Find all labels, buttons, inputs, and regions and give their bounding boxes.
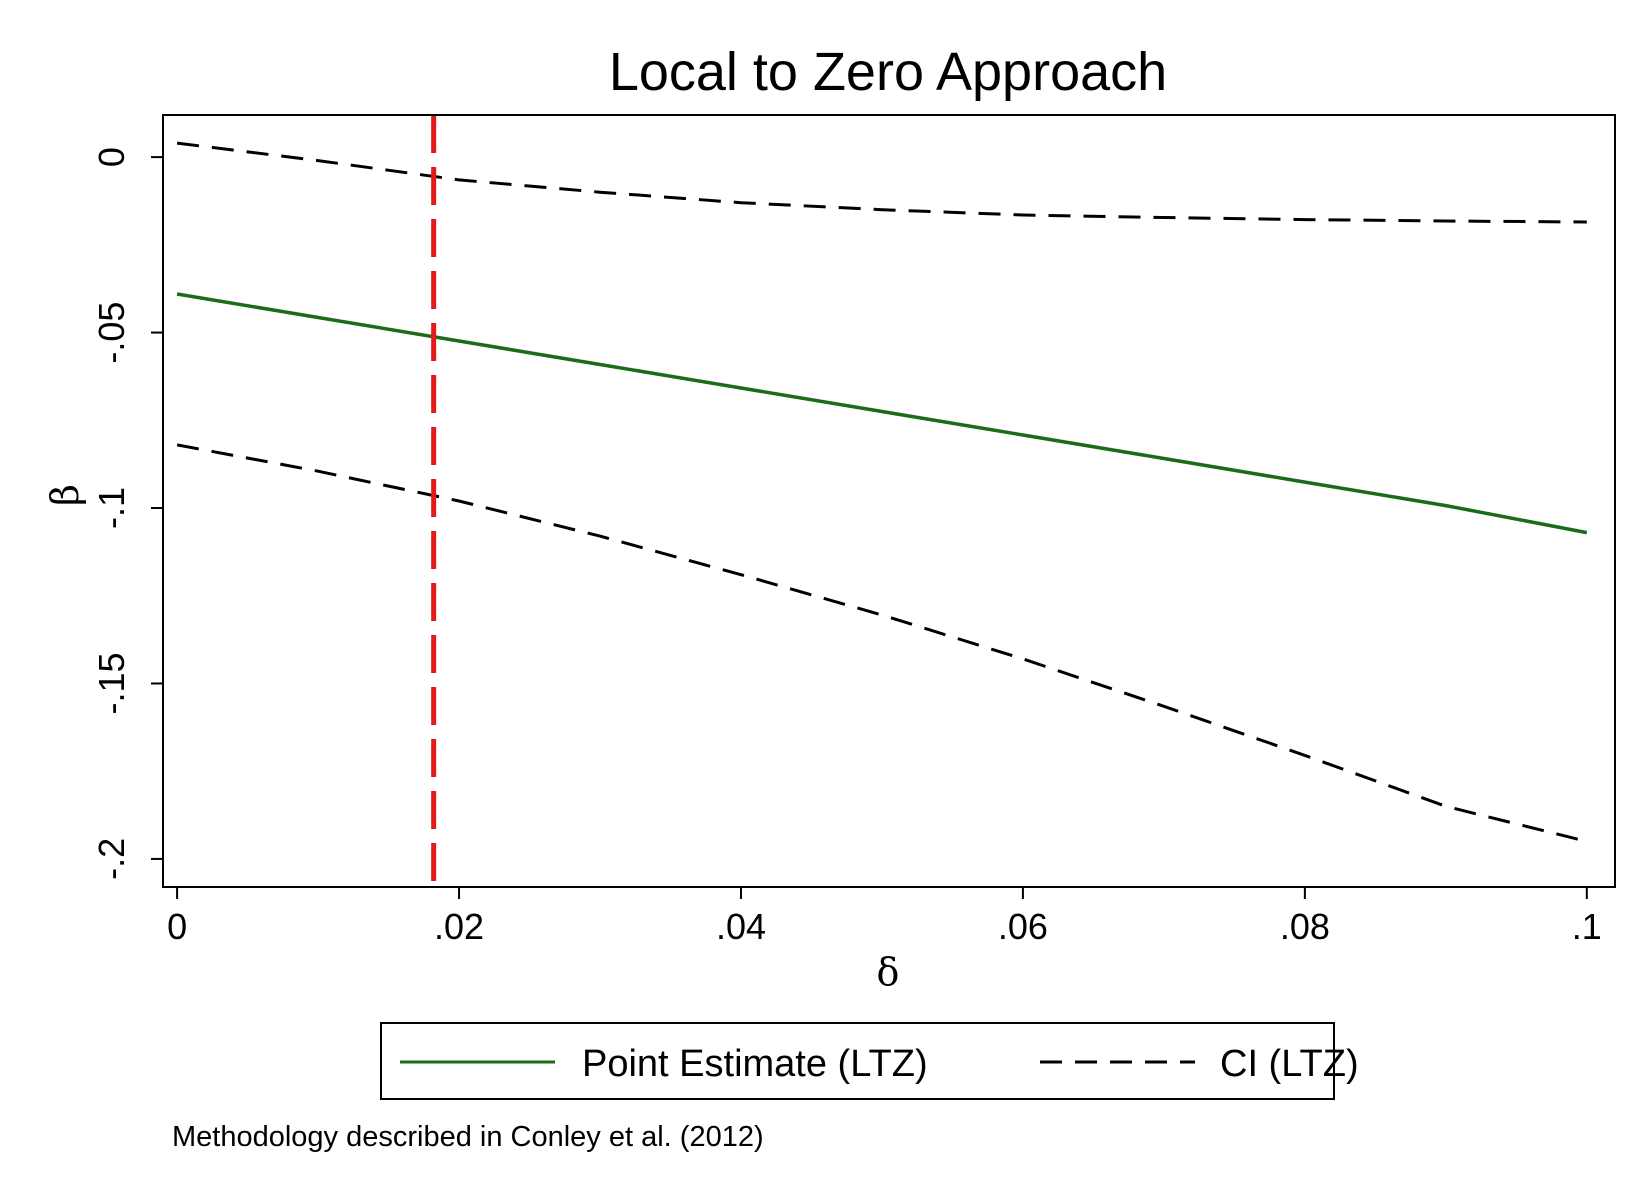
series-line-1 [176, 141, 1587, 224]
y-axis-label: β [43, 484, 87, 506]
plot-area [176, 115, 1588, 887]
legend-label: Point Estimate (LTZ) [582, 1043, 928, 1085]
y-tick-label: -.2 [91, 838, 132, 880]
series-line-2 [176, 443, 1588, 843]
axes: 0 .02 .04 .06 .08 .1 0 -.05 -.1 -.15 -.2 [91, 114, 1616, 947]
x-tick-label: .08 [1280, 906, 1330, 947]
y-tick-label: -.05 [91, 302, 132, 364]
plot-frame [162, 114, 1616, 888]
x-tick-label: .04 [716, 906, 766, 947]
x-tick-label: .06 [998, 906, 1048, 947]
chart-title: Local to Zero Approach [609, 42, 1167, 102]
x-tick-label: .1 [1572, 906, 1602, 947]
x-axis-label: δ [877, 950, 900, 994]
legend-label: CI (LTZ) [1220, 1043, 1359, 1085]
methodology-note: Methodology described in Conley et al. (… [172, 1121, 764, 1153]
y-tick-label: -.15 [91, 652, 132, 714]
y-tick-label: -.1 [91, 487, 132, 529]
x-tick-label: 0 [167, 906, 187, 947]
y-tick-label: 0 [91, 147, 132, 167]
legend: Point Estimate (LTZ) CI (LTZ) [380, 1022, 1359, 1100]
series-line-0 [176, 292, 1588, 535]
x-tick-label: .02 [434, 906, 484, 947]
